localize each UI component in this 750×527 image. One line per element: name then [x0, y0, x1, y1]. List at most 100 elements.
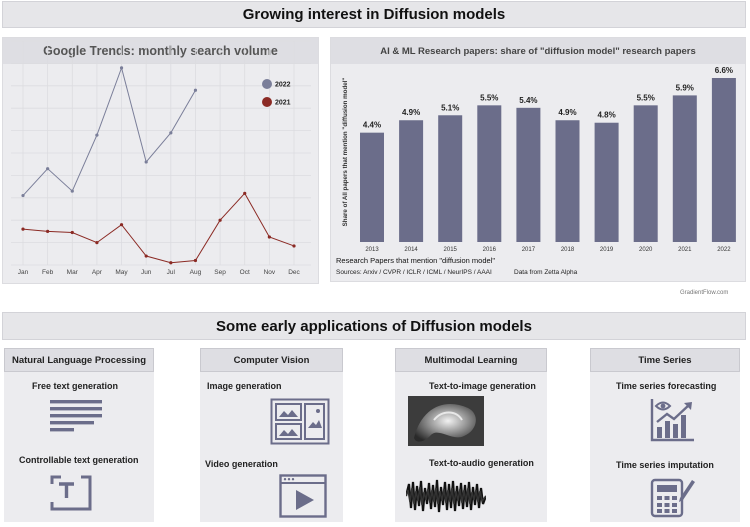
- x-tick-label: Apr: [92, 269, 103, 276]
- forecast-chart-icon: [650, 399, 694, 442]
- bar-value-label-2014: 4.9%: [402, 108, 420, 117]
- x-tick-label-2013: 2013: [365, 247, 379, 253]
- text-lines-icon: [50, 400, 102, 432]
- bar-2019: [594, 122, 619, 242]
- image-gallery-icon: [270, 398, 330, 445]
- data-point-2021: [46, 229, 50, 233]
- text-to-audio-generation-label: Text-to-audio generation: [429, 458, 534, 468]
- x-tick-label-2015: 2015: [444, 247, 458, 253]
- trends-line-chart: Jan Feb Mar Apr May Jun Jul Aug Sep Oct Nov Dec 2022…: [11, 40, 311, 276]
- controllable-text-generation-label: Controllable text generation: [19, 455, 139, 465]
- legend-label-2022: 2022: [275, 82, 291, 89]
- computer-vision-card-header: Computer Vision: [200, 348, 343, 372]
- google-trends-panel: Google Trends: monthly search volume Jan…: [2, 37, 319, 284]
- image-generation-label: Image generation: [207, 381, 282, 391]
- x-tick-label: Mar: [67, 269, 79, 276]
- video-generation-label: Video generation: [205, 459, 278, 469]
- free-text-generation-label: Free text generation: [32, 381, 119, 391]
- bar-2013: [360, 132, 384, 242]
- bar-2016: [477, 105, 502, 242]
- text-frame-icon: [50, 475, 92, 511]
- time-series-imputation-label: Time series imputation: [616, 460, 714, 470]
- data-point-2021: [70, 230, 74, 235]
- x-tick-label-2017: 2017: [522, 247, 536, 253]
- x-tick-label-2016: 2016: [483, 247, 497, 253]
- bar-2018: [555, 120, 580, 242]
- data-point-2021: [119, 223, 124, 227]
- data-point-2022: [193, 88, 198, 92]
- x-tick-label: Dec: [288, 269, 300, 276]
- legend-marker-2021: [262, 97, 272, 107]
- bar-value-label-2018: 4.9%: [558, 108, 576, 117]
- data-point-2021: [243, 191, 247, 195]
- data-point-2021: [193, 258, 198, 263]
- time-series-card-header: Time Series: [590, 348, 740, 372]
- text-to-image-generation-label: Text-to-image generation: [429, 381, 536, 391]
- data-point-2021: [21, 227, 25, 231]
- data-point-2022: [46, 167, 50, 171]
- research-papers-panel: AI & ML Research papers: share of "diffu…: [330, 37, 746, 282]
- gradientflow-credit: GradientFlow.com: [680, 290, 729, 296]
- data-point-2021: [292, 244, 296, 248]
- legend-label-2021: 2021: [275, 100, 291, 107]
- data-point-2022: [119, 66, 124, 70]
- x-tick-label: Aug: [190, 269, 202, 276]
- computer-vision-card: Computer Vision Image generation Video g…: [200, 348, 343, 522]
- calculator-pen-icon: [650, 478, 695, 518]
- bar-2014: [399, 120, 424, 242]
- x-tick-label: Jul: [167, 269, 176, 276]
- papers-data-provider: Data from Zetta Alpha: [514, 269, 578, 276]
- bar-value-label-2017: 5.4%: [519, 96, 537, 105]
- x-tick-label-2021: 2021: [678, 247, 692, 253]
- time-series-card: Time Series Time series forecasting Time…: [590, 348, 740, 522]
- bar-value-label-2020: 5.5%: [637, 93, 655, 102]
- series-line-2021: [22, 192, 295, 264]
- bar-value-label-2019: 4.8%: [597, 111, 615, 120]
- applications-banner-title: Some early applications of Diffusion mod…: [2, 312, 746, 340]
- x-tick-label-2019: 2019: [600, 247, 614, 253]
- time-series-forecasting-label: Time series forecasting: [616, 381, 717, 391]
- x-tick-label-2018: 2018: [561, 247, 575, 253]
- bar-2022: [711, 78, 736, 242]
- data-point-2022: [169, 131, 173, 135]
- data-point-2021: [95, 241, 99, 245]
- papers-sources: Sources: Arxiv / CVPR / ICLR / ICML / Ne…: [336, 269, 492, 276]
- data-point-2022: [70, 189, 74, 193]
- bar-2017: [516, 107, 541, 243]
- papers-footnote-label: Research Papers that mention "diffusion …: [336, 256, 496, 265]
- data-point-2021: [144, 254, 148, 258]
- x-tick-label: Jan: [18, 269, 29, 276]
- top-banner-title: Growing interest in Diffusion models: [2, 1, 746, 28]
- x-tick-label: Jun: [141, 269, 152, 276]
- papers-chart-title: AI & ML Research papers: share of "diffu…: [331, 38, 745, 64]
- bar-value-label-2016: 5.5%: [480, 93, 498, 102]
- audio-waveform-icon: [406, 479, 486, 513]
- bar-2020: [633, 105, 658, 242]
- multimodal-learning-card: Multimodal Learning Text-to-image genera…: [395, 348, 547, 522]
- bar-value-label-2021: 5.9%: [676, 83, 694, 92]
- generated-image-thumbnail: [408, 396, 484, 446]
- x-tick-label: Nov: [264, 269, 276, 276]
- series-line-2022: [22, 66, 196, 196]
- data-point-2021: [169, 261, 173, 265]
- x-tick-label-2020: 2020: [639, 247, 653, 253]
- x-tick-label: Oct: [240, 269, 250, 276]
- data-point-2021: [267, 235, 271, 239]
- trends-chart-title: Google Trends: monthly search volume: [3, 38, 318, 64]
- data-point-2022: [21, 193, 25, 198]
- x-tick-label-2014: 2014: [404, 247, 418, 253]
- bar-value-label-2015: 5.1%: [441, 103, 459, 112]
- nlp-card-header: Natural Language Processing: [4, 348, 154, 372]
- bar-2021: [672, 95, 697, 242]
- x-tick-label: Sep: [214, 269, 226, 276]
- data-point-2022: [144, 160, 148, 164]
- nlp-card: Natural Language Processing Free text ge…: [4, 348, 154, 522]
- x-tick-label: Feb: [42, 269, 54, 276]
- y-axis-label: Share of All papers that mention "diffus…: [342, 78, 349, 227]
- video-player-icon: [279, 474, 327, 518]
- bar-2015: [438, 115, 463, 242]
- multimodal-card-header: Multimodal Learning: [395, 348, 547, 372]
- data-point-2021: [218, 218, 222, 222]
- data-point-2022: [95, 133, 99, 137]
- x-tick-label-2022: 2022: [717, 247, 731, 253]
